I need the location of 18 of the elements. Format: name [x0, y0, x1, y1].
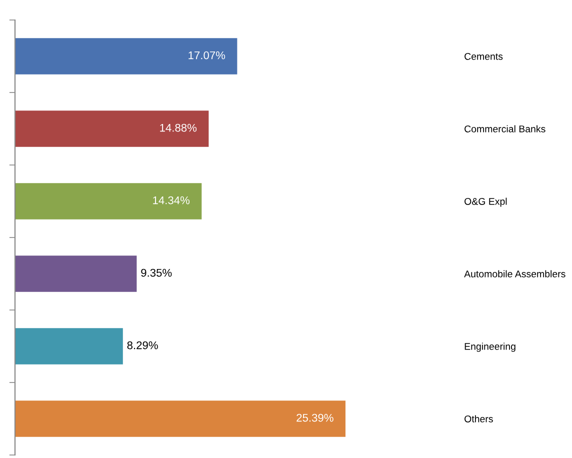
bar — [15, 183, 202, 220]
y-tick-label: Engineering — [464, 342, 516, 352]
data-label: 9.35% — [141, 268, 172, 277]
data-label: 17.07% — [188, 51, 226, 60]
y-tick-label: O&G Expl — [464, 198, 507, 207]
bar — [15, 110, 209, 147]
bar — [15, 328, 123, 364]
data-label: 14.88% — [160, 124, 197, 132]
y-tick-label: Others — [464, 415, 493, 422]
y-tick-label: Commercial Banks — [464, 125, 546, 132]
data-label: 8.29% — [127, 341, 158, 350]
bar — [15, 400, 346, 437]
bar — [15, 38, 238, 74]
data-label: 25.39% — [296, 414, 334, 422]
y-tick-label: Automobile Assemblers — [464, 270, 566, 278]
bar — [15, 256, 137, 292]
data-label: 14.34% — [153, 196, 190, 204]
y-tick-label: Cements — [464, 52, 503, 60]
